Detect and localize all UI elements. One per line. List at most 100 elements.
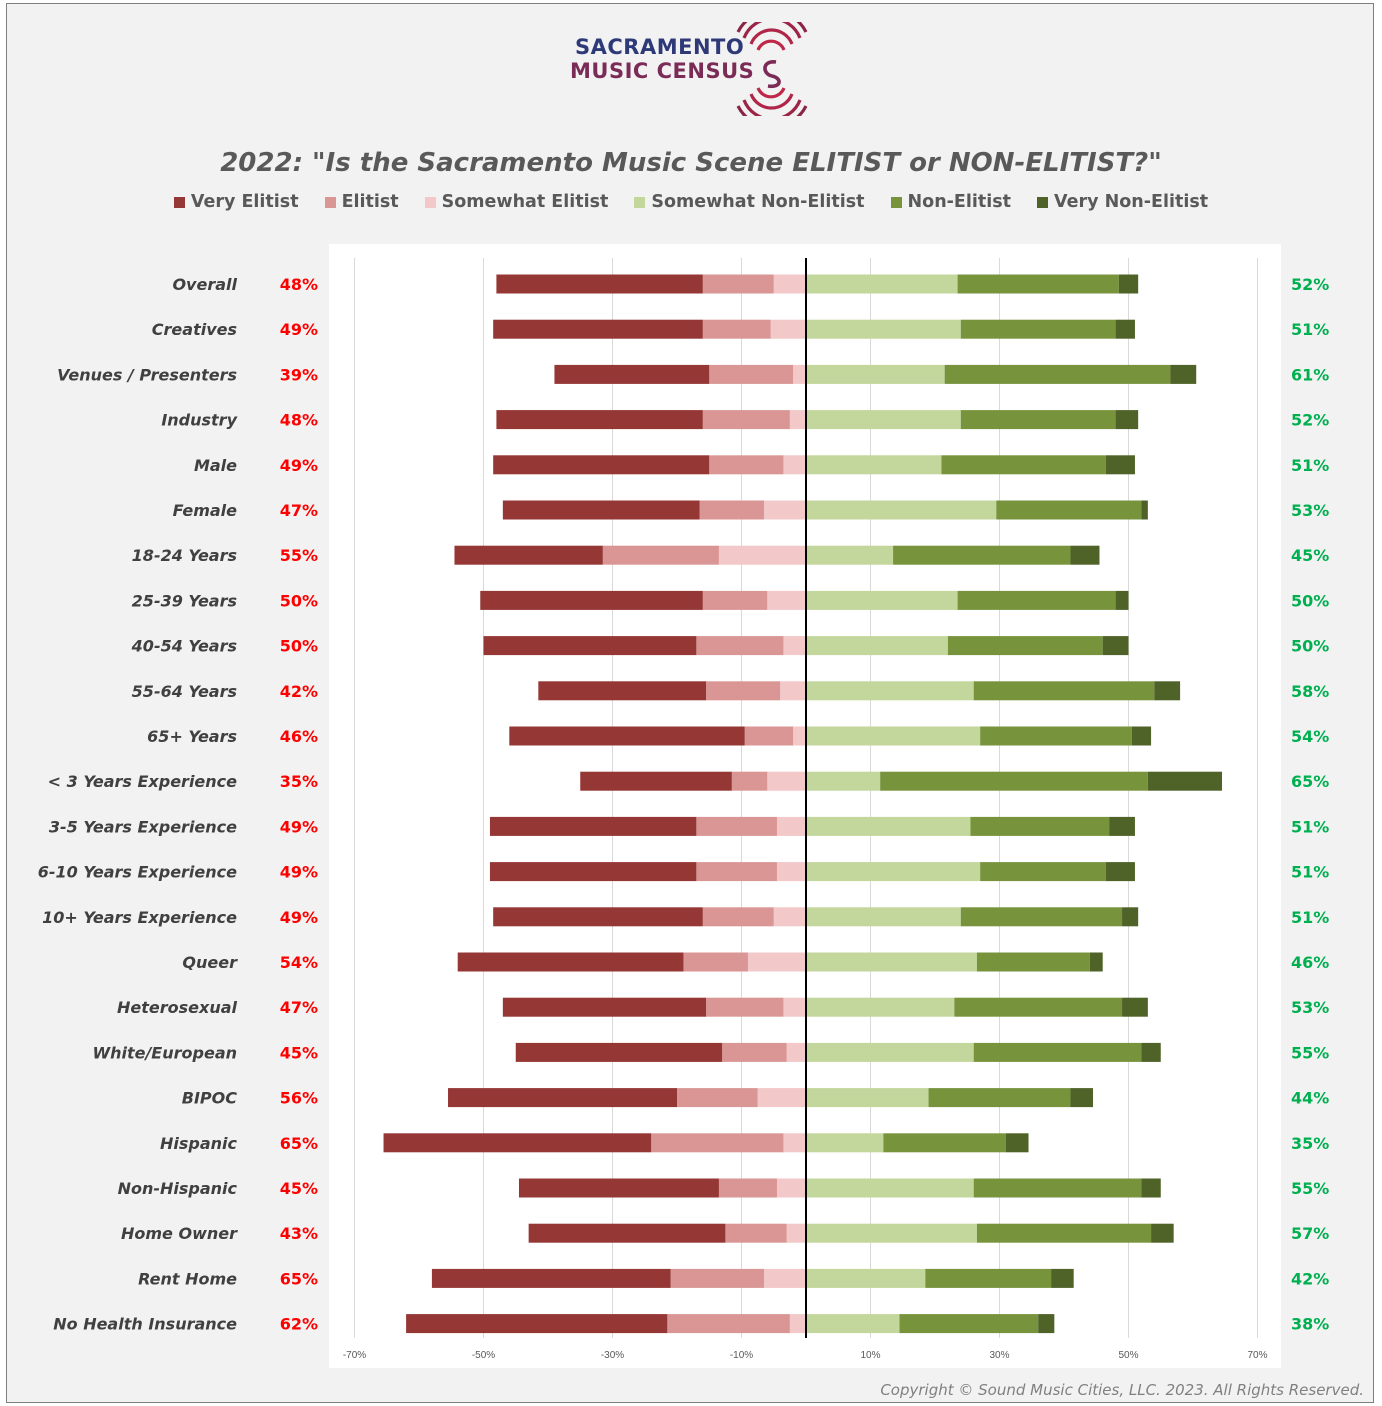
bar-segment-non-elitist <box>880 771 1148 791</box>
elitist-total-label: 65% <box>280 1269 318 1288</box>
bar-segment-non-elitist <box>960 907 1123 927</box>
bar-segment-non-elitist <box>976 1223 1152 1243</box>
bar-segment-somewhat-elitist <box>789 410 806 430</box>
legend-label: Elitist <box>341 192 399 212</box>
category-label: 3-5 Years Experience <box>49 817 237 836</box>
bar-segment-somewhat-non-elitist <box>806 952 977 972</box>
legend-swatch <box>634 196 646 208</box>
sacramento-music-census-logo: SACRAMENTO MUSIC CENSUS <box>566 22 816 116</box>
legend-item-very-non-elitist: Very Non-Elitist <box>1037 192 1208 212</box>
elitist-total-label: 62% <box>280 1315 318 1334</box>
legend-label: Somewhat Non-Elitist <box>651 192 865 212</box>
bar-segment-very-elitist <box>448 1088 677 1108</box>
bar-segment-somewhat-non-elitist <box>806 1314 900 1334</box>
legend-label: Non-Elitist <box>907 192 1012 212</box>
bar-segment-elitist <box>744 726 794 746</box>
legend-item-non-elitist: Non-Elitist <box>890 192 1012 212</box>
bar-segment-somewhat-elitist <box>793 364 806 384</box>
bar-segment-somewhat-non-elitist <box>806 1088 929 1108</box>
bar-segment-elitist <box>702 274 774 294</box>
bar-segment-non-elitist <box>960 410 1116 430</box>
bar-segment-very-non-elitist <box>1122 997 1148 1017</box>
legend-label: Very Elitist <box>190 192 299 212</box>
bar-segment-elitist <box>731 771 768 791</box>
bar-segment-very-non-elitist <box>1154 681 1181 701</box>
non-elitist-total-label: 50% <box>1291 637 1329 656</box>
elitist-total-label: 42% <box>280 682 318 701</box>
non-elitist-total-label: 52% <box>1291 411 1329 430</box>
non-elitist-total-label: 52% <box>1291 275 1329 294</box>
bar-segment-very-elitist <box>431 1268 671 1288</box>
elitist-total-label: 50% <box>280 637 318 656</box>
category-label: 10+ Years Experience <box>42 908 237 927</box>
elitist-total-label: 35% <box>280 772 318 791</box>
x-tick-label: 50% <box>1118 1350 1138 1361</box>
bar-segment-very-elitist <box>554 364 710 384</box>
category-label: 6-10 Years Experience <box>38 863 237 882</box>
category-label: Industry <box>161 411 237 430</box>
elitist-total-label: 43% <box>280 1224 318 1243</box>
bar-segment-somewhat-non-elitist <box>806 636 948 656</box>
bar-segment-elitist <box>706 997 784 1017</box>
bar-segment-somewhat-non-elitist <box>806 1223 977 1243</box>
bar-segment-very-non-elitist <box>1115 590 1129 610</box>
bar-segment-somewhat-elitist <box>789 1314 806 1334</box>
bar-segment-elitist <box>702 410 790 430</box>
category-label: < 3 Years Experience <box>48 772 237 791</box>
category-label: 55-64 Years <box>132 682 237 701</box>
bar-segment-somewhat-non-elitist <box>806 545 894 565</box>
bar-segment-elitist <box>602 545 719 565</box>
bar-segment-non-elitist <box>899 1314 1039 1334</box>
x-tick-label: 70% <box>1247 1350 1267 1361</box>
bar-segment-very-non-elitist <box>1070 1088 1094 1108</box>
bar-segment-very-non-elitist <box>1141 1178 1161 1198</box>
bar-segment-somewhat-non-elitist <box>806 862 981 882</box>
bar-segment-non-elitist <box>976 952 1090 972</box>
x-tick-label: 30% <box>989 1350 1009 1361</box>
category-label: Home Owner <box>121 1224 238 1243</box>
bar-segment-somewhat-non-elitist <box>806 816 971 836</box>
bar-segment-very-non-elitist <box>1131 726 1152 746</box>
non-elitist-total-label: 61% <box>1291 365 1329 384</box>
bar-segment-somewhat-elitist <box>776 816 806 836</box>
bar-segment-very-non-elitist <box>1115 410 1139 430</box>
bar-segment-non-elitist <box>893 545 1071 565</box>
bar-segment-very-elitist <box>502 997 707 1017</box>
logo-line-2: MUSIC CENSUS <box>570 59 755 83</box>
bar-segment-very-elitist <box>515 1042 723 1062</box>
bar-segment-very-elitist <box>493 455 710 475</box>
bar-segment-somewhat-elitist <box>764 1268 806 1288</box>
chart-legend: Very Elitist Elitist Somewhat Elitist So… <box>0 192 1382 212</box>
bar-segment-somewhat-elitist <box>767 771 806 791</box>
bar-segment-very-non-elitist <box>1005 1133 1029 1153</box>
bar-segment-non-elitist <box>928 1088 1071 1108</box>
elitist-total-label: 48% <box>280 275 318 294</box>
bar-segment-elitist <box>683 952 748 972</box>
bar-segment-somewhat-non-elitist <box>806 319 961 339</box>
bar-segment-very-elitist <box>518 1178 719 1198</box>
elitist-total-label: 49% <box>280 817 318 836</box>
bar-segment-very-elitist <box>538 681 707 701</box>
legend-item-very-elitist: Very Elitist <box>173 192 299 212</box>
category-label: Rent Home <box>138 1269 237 1288</box>
elitist-total-label: 49% <box>280 320 318 339</box>
category-label: Overall <box>172 275 237 294</box>
bar-segment-somewhat-elitist <box>783 455 806 475</box>
elitist-total-label: 48% <box>280 411 318 430</box>
bar-segment-very-non-elitist <box>1151 1223 1174 1243</box>
legend-swatch <box>173 196 185 208</box>
bar-segment-non-elitist <box>973 1178 1142 1198</box>
bar-segment-elitist <box>706 681 781 701</box>
bar-segment-somewhat-non-elitist <box>806 1178 974 1198</box>
bar-segment-somewhat-non-elitist <box>806 907 961 927</box>
bar-segment-very-non-elitist <box>1105 862 1135 882</box>
bar-segment-very-elitist <box>580 771 732 791</box>
non-elitist-total-label: 46% <box>1291 953 1329 972</box>
non-elitist-total-label: 65% <box>1291 772 1329 791</box>
bar-segment-elitist <box>677 1088 758 1108</box>
bar-segment-non-elitist <box>941 455 1106 475</box>
bar-segment-very-elitist <box>496 410 703 430</box>
legend-label: Somewhat Elitist <box>441 192 609 212</box>
elitist-total-label: 39% <box>280 365 318 384</box>
bar-segment-very-non-elitist <box>1051 1268 1074 1288</box>
